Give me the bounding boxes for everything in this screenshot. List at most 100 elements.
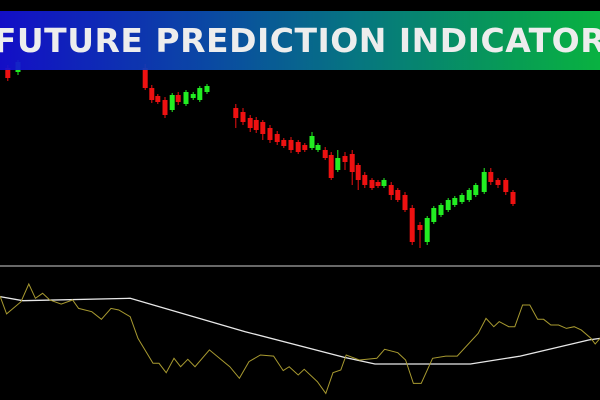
candle-body (302, 145, 308, 150)
bear-candle (281, 138, 287, 148)
bear-candle (155, 94, 161, 104)
candle-body (155, 96, 161, 102)
candle-body (247, 118, 253, 128)
candle-body (260, 122, 266, 134)
bear-candle (402, 192, 408, 212)
bear-candle (409, 205, 415, 245)
candle-body (183, 92, 189, 104)
candle-body (233, 108, 239, 118)
bull-candle (315, 143, 321, 152)
bull-candle (309, 132, 315, 150)
indicator-pane (0, 282, 600, 395)
candle-body (267, 128, 273, 140)
candle-body (240, 112, 246, 122)
candle-body (409, 208, 415, 242)
candle-body (281, 140, 287, 146)
bull-candle (481, 168, 487, 194)
candle-body (162, 100, 168, 115)
candle-body (253, 120, 259, 130)
candle-body (503, 180, 509, 192)
candle-body (395, 190, 401, 200)
candle-body (204, 86, 210, 92)
bull-candle (381, 178, 387, 188)
candle-body (355, 165, 361, 180)
candle-body (274, 134, 280, 142)
bull-candle (183, 90, 189, 106)
candle-body (510, 192, 516, 204)
bear-candle (495, 178, 501, 188)
bear-candle (503, 178, 509, 195)
bull-candle (473, 183, 479, 197)
banner-title: FUTURE PREDICTION INDICATOR (0, 21, 600, 60)
candle-body (288, 140, 294, 150)
candle-body (369, 180, 375, 188)
candle-body (328, 155, 334, 178)
candle-body (452, 198, 458, 205)
bear-candle (328, 152, 334, 180)
bull-candle (445, 198, 451, 212)
candle-body (309, 136, 315, 148)
signal-line (0, 295, 600, 365)
bear-candle (247, 115, 253, 132)
bear-candle (267, 125, 273, 143)
bear-candle (260, 120, 266, 140)
bear-candle (417, 222, 423, 248)
bear-candle (175, 92, 181, 105)
bull-candle (335, 150, 341, 172)
bear-candle (355, 163, 361, 190)
candle-body (388, 185, 394, 195)
bull-candle (169, 93, 175, 112)
bear-candle (240, 108, 246, 125)
candle-body (335, 158, 341, 170)
candle-body (431, 208, 437, 222)
candle-body (438, 205, 444, 215)
bull-candle (438, 203, 444, 217)
candle-body (402, 195, 408, 210)
bear-candle (342, 152, 348, 170)
bear-candle (388, 182, 394, 200)
oscillator-line (0, 282, 600, 395)
candle-body (197, 88, 203, 100)
bear-candle (369, 178, 375, 190)
candle-body (5, 68, 11, 78)
candle-body (495, 180, 501, 185)
candle-body (417, 225, 423, 230)
candle-body (481, 172, 487, 192)
bear-candle (233, 104, 239, 128)
candle-body (424, 218, 430, 242)
bull-candle (424, 216, 430, 245)
candle-body (459, 195, 465, 202)
bear-candle (510, 190, 516, 206)
candle-body (381, 180, 387, 186)
candle-body (445, 200, 451, 210)
candle-body (169, 95, 175, 110)
bear-candle (295, 140, 301, 154)
bull-candle (459, 193, 465, 204)
bull-candle (190, 92, 196, 100)
candle-body (473, 185, 479, 195)
bull-candle (431, 206, 437, 224)
bear-candle (488, 168, 494, 185)
bear-candle (349, 150, 355, 185)
bull-candle (466, 188, 472, 202)
bull-candle (452, 196, 458, 207)
bear-candle (302, 143, 308, 152)
bear-candle (253, 117, 259, 133)
candle-body (315, 145, 321, 150)
bear-candle (149, 85, 155, 103)
bull-candle (197, 86, 203, 102)
bear-candle (362, 172, 368, 188)
candle-body (175, 95, 181, 102)
candle-body (142, 68, 148, 88)
candle-body (342, 156, 348, 162)
bear-candle (322, 147, 328, 160)
bear-candle (274, 131, 280, 145)
candle-body (295, 142, 301, 152)
candle-body (190, 94, 196, 98)
candle-body (466, 190, 472, 200)
candle-body (375, 182, 381, 186)
title-banner: FUTURE PREDICTION INDICATOR (0, 11, 600, 70)
bear-candle (288, 137, 294, 153)
